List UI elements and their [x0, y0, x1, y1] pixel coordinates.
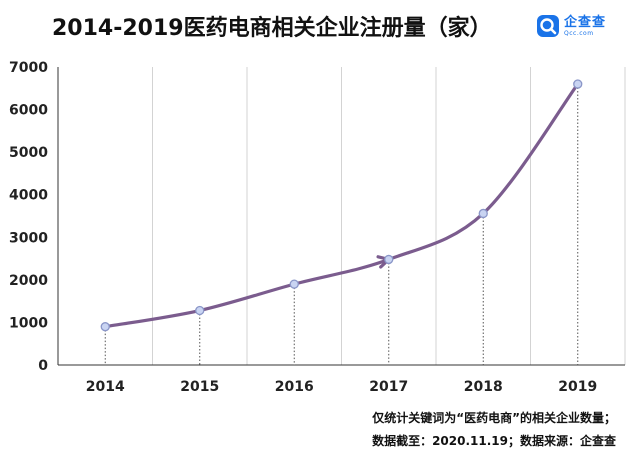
footnote-scope: 仅统计关键词为“医药电商”的相关企业数量；	[372, 411, 616, 425]
y-tick-label: 7000	[9, 60, 48, 76]
y-tick-label: 5000	[9, 145, 48, 161]
qcc-logo-icon	[537, 15, 559, 37]
data-point	[195, 305, 205, 316]
y-tick-label: 1000	[9, 315, 48, 331]
data-point	[100, 322, 110, 332]
y-tick-label: 2000	[9, 273, 48, 289]
grid-lines	[152, 67, 626, 365]
qcc-logo: 企查查 Qcc.com	[536, 14, 606, 38]
footnote-source: 数据截至：2020.11.19；数据来源：企查查	[372, 434, 616, 448]
y-tick-labels: 0 1000 2000 3000 4000 5000 6000 7000	[9, 60, 48, 374]
drop-lines	[104, 84, 579, 365]
x-tick-labels: 2014 2015 2016 2017 2018 2019	[86, 379, 597, 395]
data-point	[573, 79, 583, 89]
y-tick-label: 4000	[9, 188, 48, 204]
x-tick-label: 2016	[275, 379, 314, 395]
x-tick-label: 2015	[180, 379, 219, 395]
y-tick-label: 3000	[9, 230, 48, 246]
chart-title: 2014-2019医药电商相关企业注册量（家）	[52, 16, 492, 41]
data-points	[100, 79, 583, 332]
logo-name: 企查查	[564, 14, 607, 30]
x-tick-label: 2014	[86, 379, 125, 395]
data-point	[384, 254, 394, 265]
x-tick-label: 2017	[369, 379, 408, 395]
x-tick-label: 2019	[558, 379, 597, 395]
data-point	[478, 208, 488, 219]
data-point	[289, 279, 299, 289]
y-tick-label: 0	[38, 358, 48, 374]
axes	[57, 67, 625, 366]
y-tick-label: 6000	[9, 103, 48, 119]
logo-domain: Qcc.com	[564, 29, 594, 37]
x-tick-label: 2018	[464, 379, 503, 395]
